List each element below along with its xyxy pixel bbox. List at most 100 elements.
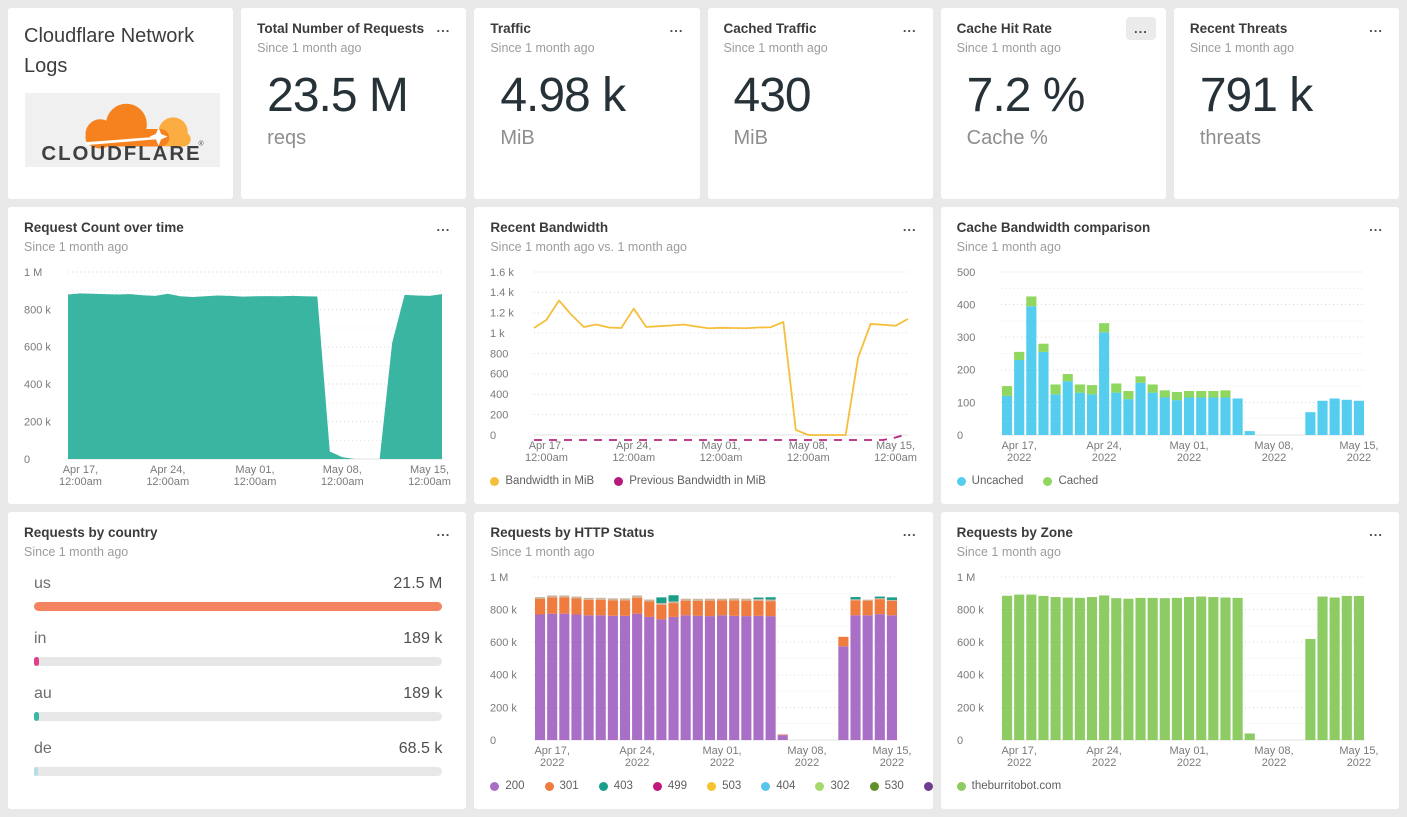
chart-area: 1 M 800 k 600 k 400 k 200 k 0 Apr 17, 12:00am Ap… — [24, 262, 451, 491]
cloudflare-logo: CLOUDFLARE ® — [24, 93, 221, 167]
svg-text:May 01,12:00am: May 01, 12:00am — [700, 440, 743, 464]
legend-item-200[interactable]: 200 — [490, 780, 525, 792]
legend-item-404[interactable]: 404 — [761, 780, 795, 792]
panel-cache-bandwidth: ... Cache Bandwidth comparison Since 1 m… — [940, 207, 1399, 505]
panel-menu-icon[interactable]: ... — [1363, 216, 1389, 237]
legend-item-Uncached[interactable]: Uncached — [956, 475, 1023, 487]
x-axis: Apr 17, 12:00am Apr 24, 12:00am May 01, 12:00… — [59, 464, 451, 488]
svg-text:400: 400 — [490, 389, 508, 401]
svg-text:400: 400 — [957, 300, 975, 312]
legend-item-Previous Bandwidth in MiB[interactable]: Previous Bandwidth in MiB — [614, 475, 766, 487]
svg-text:1.4 k: 1.4 k — [490, 287, 514, 299]
http-status-chart[interactable]: 1 M 800 k 600 k 400 k 200 k 0 Apr 17, 2022 Apr 2… — [490, 567, 916, 772]
legend-item-302[interactable]: 302 — [815, 780, 850, 792]
legend-item-403[interactable]: 403 — [598, 780, 633, 792]
panel-menu-icon[interactable]: ... — [1363, 521, 1389, 542]
cache-bandwidth-legend: Uncached Cached — [956, 471, 1383, 491]
zone-chart[interactable]: 1 M 800 k 600 k 400 k 200 k 0 Apr 17, 2022 Apr 2… — [957, 567, 1383, 772]
legend-label: Bandwidth in MiB — [505, 475, 595, 488]
stat-value: 23.5 M — [267, 68, 409, 122]
svg-text:800: 800 — [490, 349, 508, 361]
series — [1001, 594, 1364, 741]
panel-cached-traffic: ... Cached Traffic Since 1 month ago 430… — [707, 8, 933, 200]
svg-text:May 08,12:00am: May 08, 12:00am — [787, 440, 830, 464]
panel-recent-threats: ... Recent Threats Since 1 month ago 791… — [1173, 8, 1399, 200]
panel-menu-icon[interactable]: ... — [430, 17, 456, 38]
country-row-in: in 189 k — [34, 630, 443, 667]
svg-text:800 k: 800 k — [24, 304, 51, 316]
legend-item-Cached[interactable]: Cached — [1043, 475, 1098, 487]
legend-item-301[interactable]: 301 — [544, 780, 579, 792]
svg-text:Apr 17,2022: Apr 17, 2022 — [535, 745, 570, 769]
panel-title: Cached Traffic — [723, 21, 817, 36]
legend-item-499[interactable]: 499 — [652, 780, 687, 792]
svg-text:May 15,12:00am: May 15, 12:00am — [408, 464, 451, 488]
country-label: de — [34, 740, 52, 758]
panel-title: Cache Bandwidth comparison — [956, 220, 1151, 236]
legend-item-503[interactable]: 503 — [707, 780, 741, 792]
svg-text:200 k: 200 k — [24, 417, 51, 429]
panel-recent-bandwidth: ... Recent Bandwidth Since 1 month ago v… — [474, 207, 933, 505]
bandwidth-chart[interactable]: 1.6 k 1.4 k 1.2 k 1 k 800 600 400 200 0 Apr 17, 12… — [490, 262, 917, 467]
svg-text:100: 100 — [957, 397, 975, 409]
svg-text:1 M: 1 M — [490, 572, 508, 584]
panel-subtitle: Since 1 month ago — [490, 545, 595, 560]
legend-dot-icon — [815, 781, 825, 791]
country-label: us — [34, 575, 51, 593]
svg-text:May 08,2022: May 08, 2022 — [1254, 745, 1293, 769]
svg-text:May 08,2022: May 08, 2022 — [788, 745, 827, 769]
legend-label: 302 — [830, 780, 850, 792]
svg-text:400 k: 400 k — [957, 670, 984, 682]
legend-item-Bandwidth in MiB[interactable]: Bandwidth in MiB — [490, 475, 594, 487]
legend-dot-icon — [1043, 476, 1053, 486]
cache-bandwidth-chart[interactable]: 500 400 300 200 100 0 Apr 17, 2022 Apr 24, 2022 Ma… — [957, 262, 1383, 467]
legend-label: Cached — [1058, 475, 1099, 488]
svg-text:Apr 17,12:00am: Apr 17, 12:00am — [525, 440, 568, 464]
country-bar-fill — [34, 712, 39, 722]
row-charts-1: ... Request Count over time Since 1 mont… — [8, 207, 1399, 505]
panel-menu-icon[interactable]: ... — [1363, 17, 1389, 38]
http-status-legend: 200301403499503404302530526524 — [490, 776, 933, 796]
panel-requests-by-country: ... Requests by country Since 1 month ag… — [8, 512, 467, 809]
country-label: in — [34, 630, 47, 648]
country-value: 189 k — [403, 685, 443, 703]
panel-menu-icon[interactable]: ... — [664, 17, 690, 38]
chart-area: 1 M 800 k 600 k 400 k 200 k 0 Apr 17, 2022 Apr 2… — [490, 567, 916, 772]
panel-menu-icon[interactable]: ... — [897, 216, 923, 237]
panel-cache-hit-rate: ... Cache Hit Rate Since 1 month ago 7.2… — [940, 8, 1166, 200]
legend-dot-icon — [490, 476, 500, 486]
svg-text:Apr 24,2022: Apr 24, 2022 — [620, 745, 655, 769]
bandwidth-legend: Bandwidth in MiB Previous Bandwidth in Mi… — [490, 471, 916, 491]
svg-text:May 08,2022: May 08, 2022 — [1254, 440, 1293, 464]
svg-text:May 01,2022: May 01, 2022 — [1169, 745, 1208, 769]
legend-dot-icon — [652, 781, 662, 791]
svg-text:0: 0 — [957, 735, 963, 747]
svg-text:May 01,2022: May 01, 2022 — [703, 745, 742, 769]
svg-text:Apr 24,2022: Apr 24, 2022 — [1086, 745, 1121, 769]
panel-menu-icon[interactable]: ... — [897, 521, 923, 542]
legend-item-526[interactable]: 526 — [923, 780, 933, 792]
legend-dot-icon — [956, 781, 966, 791]
country-bar-fill — [34, 657, 39, 667]
legend-dot-icon — [614, 476, 624, 486]
panel-menu-icon[interactable]: ... — [430, 216, 456, 237]
svg-text:0: 0 — [24, 454, 30, 466]
x-axis: Apr 17, 2022 Apr 24, 2022 May 01, 2022 May 08,… — [1001, 745, 1378, 769]
panel-subtitle: Since 1 month ago — [1189, 40, 1295, 55]
svg-text:Apr 24,12:00am: Apr 24, 12:00am — [146, 464, 189, 488]
legend-item-530[interactable]: 530 — [869, 780, 904, 792]
svg-text:Apr 24,2022: Apr 24, 2022 — [1086, 440, 1121, 464]
panel-menu-icon[interactable]: ... — [897, 17, 923, 38]
svg-text:600 k: 600 k — [24, 342, 51, 354]
stat-unit: MiB — [733, 127, 768, 150]
row-charts-2: ... Requests by country Since 1 month ag… — [8, 512, 1399, 809]
panel-menu-icon[interactable]: ... — [1125, 17, 1156, 40]
panel-title: Traffic — [490, 21, 531, 36]
stat-value: 7.2 % — [966, 68, 1086, 122]
svg-text:400 k: 400 k — [24, 379, 51, 391]
legend-item-theburritobot.com[interactable]: theburritobot.com — [956, 780, 1061, 792]
cloudflare-logo-text: CLOUDFLARE — [41, 142, 201, 165]
stat-value: 430 — [733, 68, 812, 122]
panel-menu-icon[interactable]: ... — [430, 521, 456, 542]
